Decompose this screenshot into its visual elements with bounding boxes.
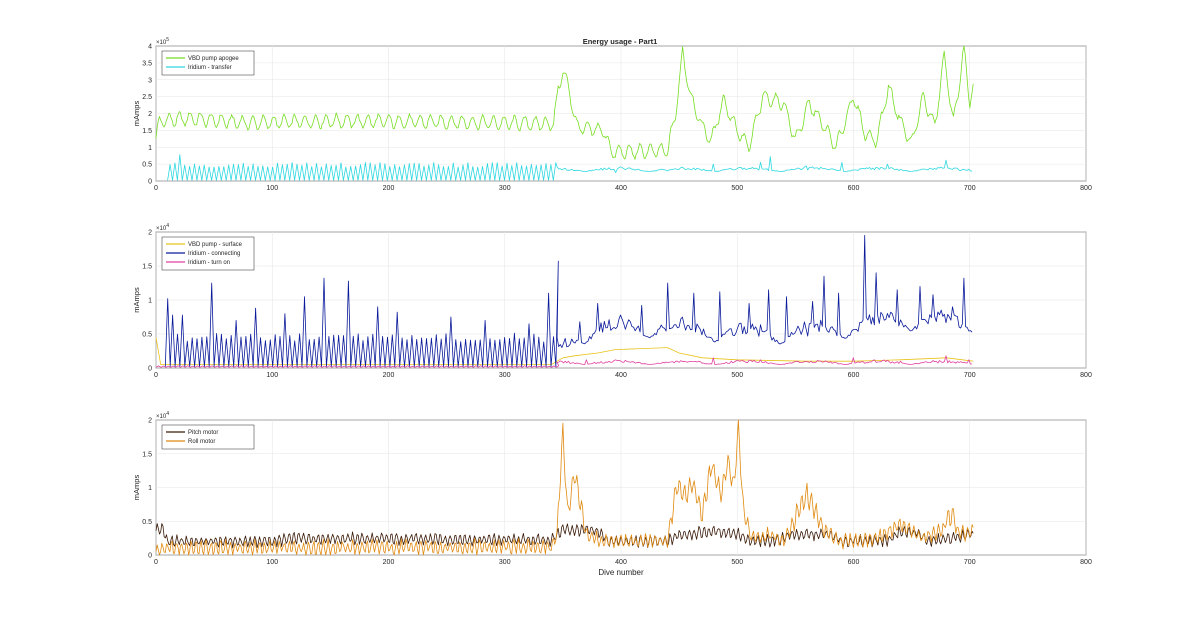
- legend-entry: Iridium - turn on: [188, 260, 230, 266]
- x-tick-label: 0: [154, 185, 158, 192]
- y-axis-label: mAmps: [132, 101, 141, 127]
- x-tick-label: 100: [266, 185, 278, 192]
- legend-entry: Iridium - connecting: [188, 251, 240, 257]
- x-tick-label: 300: [499, 559, 511, 566]
- x-tick-label: 400: [615, 185, 627, 192]
- x-tick-label: 200: [383, 372, 395, 379]
- series-line-iridium-transfer: [167, 154, 973, 181]
- panel-motors: 0 100 200 300 400 500 600 700 800 0 0.5 1 1.5 2 ×104 mA…: [132, 411, 1092, 566]
- x-tick-label: 400: [615, 559, 627, 566]
- y-tick-label: 2: [148, 418, 152, 425]
- x-tick-label: 300: [499, 185, 511, 192]
- legend-entry: Pitch motor: [188, 430, 218, 436]
- x-tick-label: 200: [383, 185, 395, 192]
- y-exponent: ×105: [156, 37, 169, 46]
- x-tick-label: 600: [848, 185, 860, 192]
- legend: [161, 424, 255, 450]
- y-tick-label: 1: [148, 485, 152, 492]
- series-line-roll-motor: [155, 419, 974, 556]
- x-tick-label: 700: [964, 559, 976, 566]
- y-tick-label: 4: [148, 44, 152, 51]
- y-axis-label: mAmps: [132, 475, 141, 501]
- legend-entry: VBD pump apogee: [188, 56, 239, 62]
- y-tick-label: 1: [148, 298, 152, 305]
- x-tick-label: 800: [1080, 372, 1092, 379]
- x-tick-label: 800: [1080, 185, 1092, 192]
- x-tick-label: 200: [383, 559, 395, 566]
- y-tick-label: 1.5: [142, 451, 152, 458]
- x-tick-label: 500: [731, 372, 743, 379]
- chart-title: Energy usage - Part1: [583, 37, 658, 46]
- panel-surface: 0 100 200 300 400 500 600 700 800 0 0.5 1 1.5 2 ×104 mA…: [132, 223, 1092, 379]
- y-tick-label: 3: [148, 77, 152, 84]
- y-tick-label: 0: [148, 366, 152, 373]
- y-tick-label: 0.5: [142, 519, 152, 526]
- legend-entry: VBD pump - surface: [188, 242, 243, 248]
- y-tick-label: 2: [148, 111, 152, 118]
- x-tick-label: 700: [964, 185, 976, 192]
- x-tick-label: 100: [266, 559, 278, 566]
- y-tick-label: 0: [148, 179, 152, 186]
- y-tick-label: 3.5: [142, 60, 152, 67]
- y-tick-label: 0.5: [142, 162, 152, 169]
- y-tick-label: 0.5: [142, 332, 152, 339]
- y-tick-label: 0: [148, 553, 152, 560]
- x-tick-label: 500: [731, 559, 743, 566]
- x-tick-label: 800: [1080, 559, 1092, 566]
- y-tick-label: 2: [148, 230, 152, 237]
- y-exponent: ×104: [156, 223, 169, 232]
- legend: [161, 50, 255, 76]
- series-line-iridium-turn-on: [155, 355, 973, 368]
- y-exponent: ×104: [156, 411, 169, 420]
- x-tick-label: 500: [731, 185, 743, 192]
- x-tick-label: 600: [848, 559, 860, 566]
- y-tick-label: 1.5: [142, 264, 152, 271]
- x-tick-label: 600: [848, 372, 860, 379]
- x-tick-label: 0: [154, 372, 158, 379]
- y-axis-label: mAmps: [132, 287, 141, 313]
- legend-entry: Roll motor: [188, 439, 215, 445]
- x-tick-label: 400: [615, 372, 627, 379]
- x-tick-label: 0: [154, 559, 158, 566]
- legend-entry: Iridium - transfer: [188, 65, 232, 71]
- y-tick-label: 2.5: [142, 94, 152, 101]
- x-tick-label: 300: [499, 372, 511, 379]
- series-line-vbd-pump-apogee: [155, 45, 974, 160]
- y-tick-label: 1.5: [142, 128, 152, 135]
- x-tick-label: 700: [964, 372, 976, 379]
- x-tick-label: 100: [266, 372, 278, 379]
- panel-apogee: 0 100 200 300 400 500 600 700 800 0 0.5 1 1.5 2 2.5 3 3.…: [132, 37, 1092, 192]
- x-axis-label: Dive number: [598, 568, 644, 577]
- series-line-iridium-connecting: [164, 235, 973, 367]
- y-tick-label: 1: [148, 145, 152, 152]
